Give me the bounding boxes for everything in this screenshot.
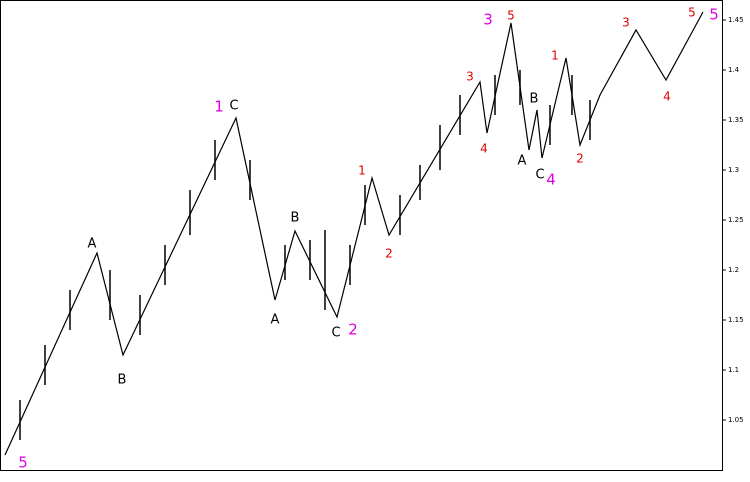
wave-label: B [118,373,127,388]
wave-label: 5 [709,6,719,24]
wave-label: 4 [480,142,488,156]
y-tick-label: 1.3 [728,166,739,174]
wave-label: 3 [483,11,493,29]
wave-label: 2 [348,321,358,339]
y-tick-label: 1.45 [728,16,744,24]
wave-label: 1 [551,49,559,63]
wave-label: 5 [688,6,696,20]
wave-label: 2 [385,247,393,261]
y-tick-label: 1.25 [728,216,744,224]
wave-label: 3 [466,70,474,84]
wave-label: 5 [507,9,515,23]
y-tick-label: 1.1 [728,366,739,374]
wave-label: A [88,237,97,252]
wave-line [4,11,704,456]
wave-label: B [291,211,300,226]
wave-label: B [530,92,539,107]
plot-frame [0,0,723,471]
y-tick-label: 1.35 [728,116,744,124]
y-tick-label: 1.05 [728,416,744,424]
wave-label: A [271,313,280,328]
y-tick-label: 1.15 [728,316,744,324]
wave-label: A [518,154,527,169]
wave-label: 2 [576,152,584,166]
wave-label: 5 [18,454,28,472]
wave-label: 4 [663,90,671,104]
wave-label: C [535,168,544,183]
wave-label: 4 [546,171,556,189]
wave-label: 1 [358,164,366,178]
wave-label: 1 [214,98,224,116]
wave-label: 3 [622,16,630,30]
wave-label: C [229,99,238,114]
y-tick-label: 1.2 [728,266,739,274]
y-tick-label: 1.4 [728,66,740,74]
wave-label: C [331,326,340,341]
